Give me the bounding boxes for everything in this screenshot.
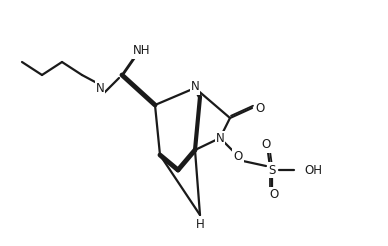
Text: N: N	[95, 81, 104, 94]
Text: H: H	[196, 217, 204, 231]
Text: N: N	[216, 133, 224, 145]
Text: NH: NH	[133, 45, 151, 58]
Text: O: O	[233, 150, 242, 163]
Text: O: O	[269, 188, 279, 201]
Text: O: O	[255, 102, 265, 114]
Text: S: S	[268, 164, 276, 176]
Text: OH: OH	[304, 164, 322, 176]
Text: N: N	[191, 80, 199, 93]
Text: O: O	[262, 138, 270, 152]
